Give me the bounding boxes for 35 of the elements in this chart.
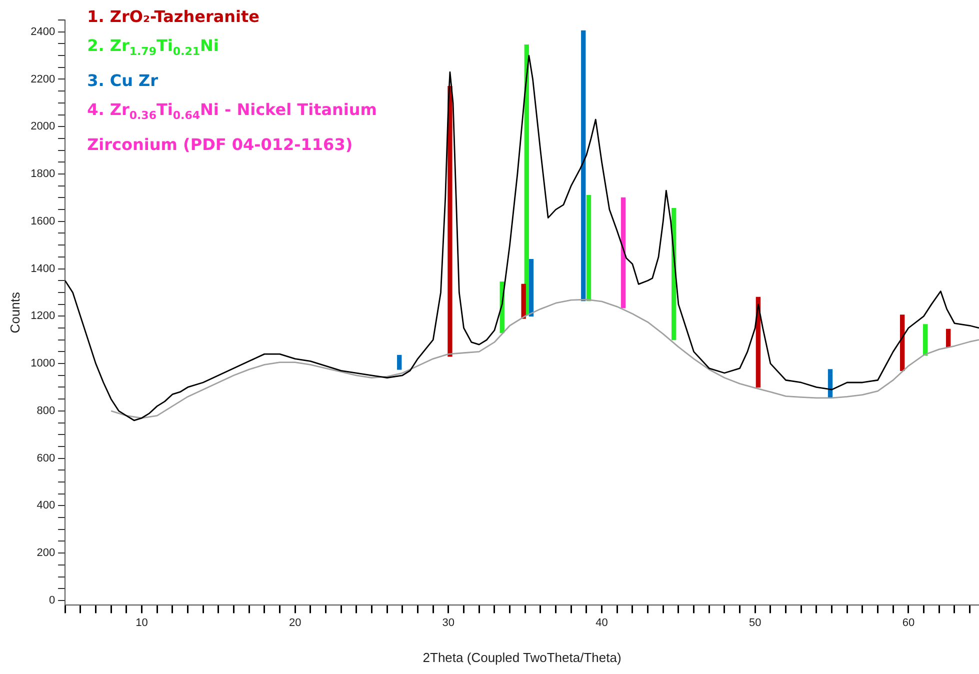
bar [397, 354, 402, 370]
y-tick-label: 1400 [30, 262, 56, 275]
bar [923, 324, 928, 356]
y-tick-label: 1800 [30, 168, 56, 180]
y-tick-label: 2400 [30, 26, 56, 38]
text: 1. ZrO₂-Tazheranite [87, 6, 260, 28]
y-tick-label: 600 [36, 452, 56, 464]
x-tick-label: 60 [902, 616, 915, 629]
y-tick-label: 1200 [30, 310, 56, 322]
x-tick-label: 40 [596, 616, 608, 629]
bar [528, 258, 534, 316]
bar [448, 86, 452, 357]
y-tick-label: 200 [36, 547, 56, 560]
y-tick-label: 2200 [30, 73, 56, 86]
bar [620, 197, 626, 308]
x-tick-label: 50 [748, 616, 762, 629]
y-tick-label: 1000 [30, 358, 56, 370]
bar [581, 30, 586, 302]
bar [946, 328, 951, 348]
y-tick-label: 2000 [30, 120, 56, 133]
y-tick-label: 800 [36, 404, 56, 417]
x-axis-title: 2Theta (Coupled TwoTheta/Theta) [422, 650, 622, 665]
bar [586, 194, 592, 302]
bar [900, 314, 905, 371]
y-axis-title: Counts [7, 292, 22, 334]
bar [521, 284, 526, 319]
x-tick-label: 10 [136, 616, 148, 629]
y-tick-label: 0 [48, 594, 56, 606]
y-tick-label: 400 [36, 500, 56, 512]
y-tick-label: 1600 [30, 215, 56, 228]
text: 4. Zr$_{0.36}$Ti$_{0.64}$Ni - Nickel Titanium Zirconium (PDF 04-012-1163) [87, 99, 378, 156]
x-tick-label: 30 [442, 616, 455, 629]
text: 2. Zr$_{1.79}$Ti$_{0.21}$Ni [87, 35, 220, 60]
x-tick-label: 20 [288, 616, 302, 629]
text: 3. Cu Zr [87, 70, 160, 92]
